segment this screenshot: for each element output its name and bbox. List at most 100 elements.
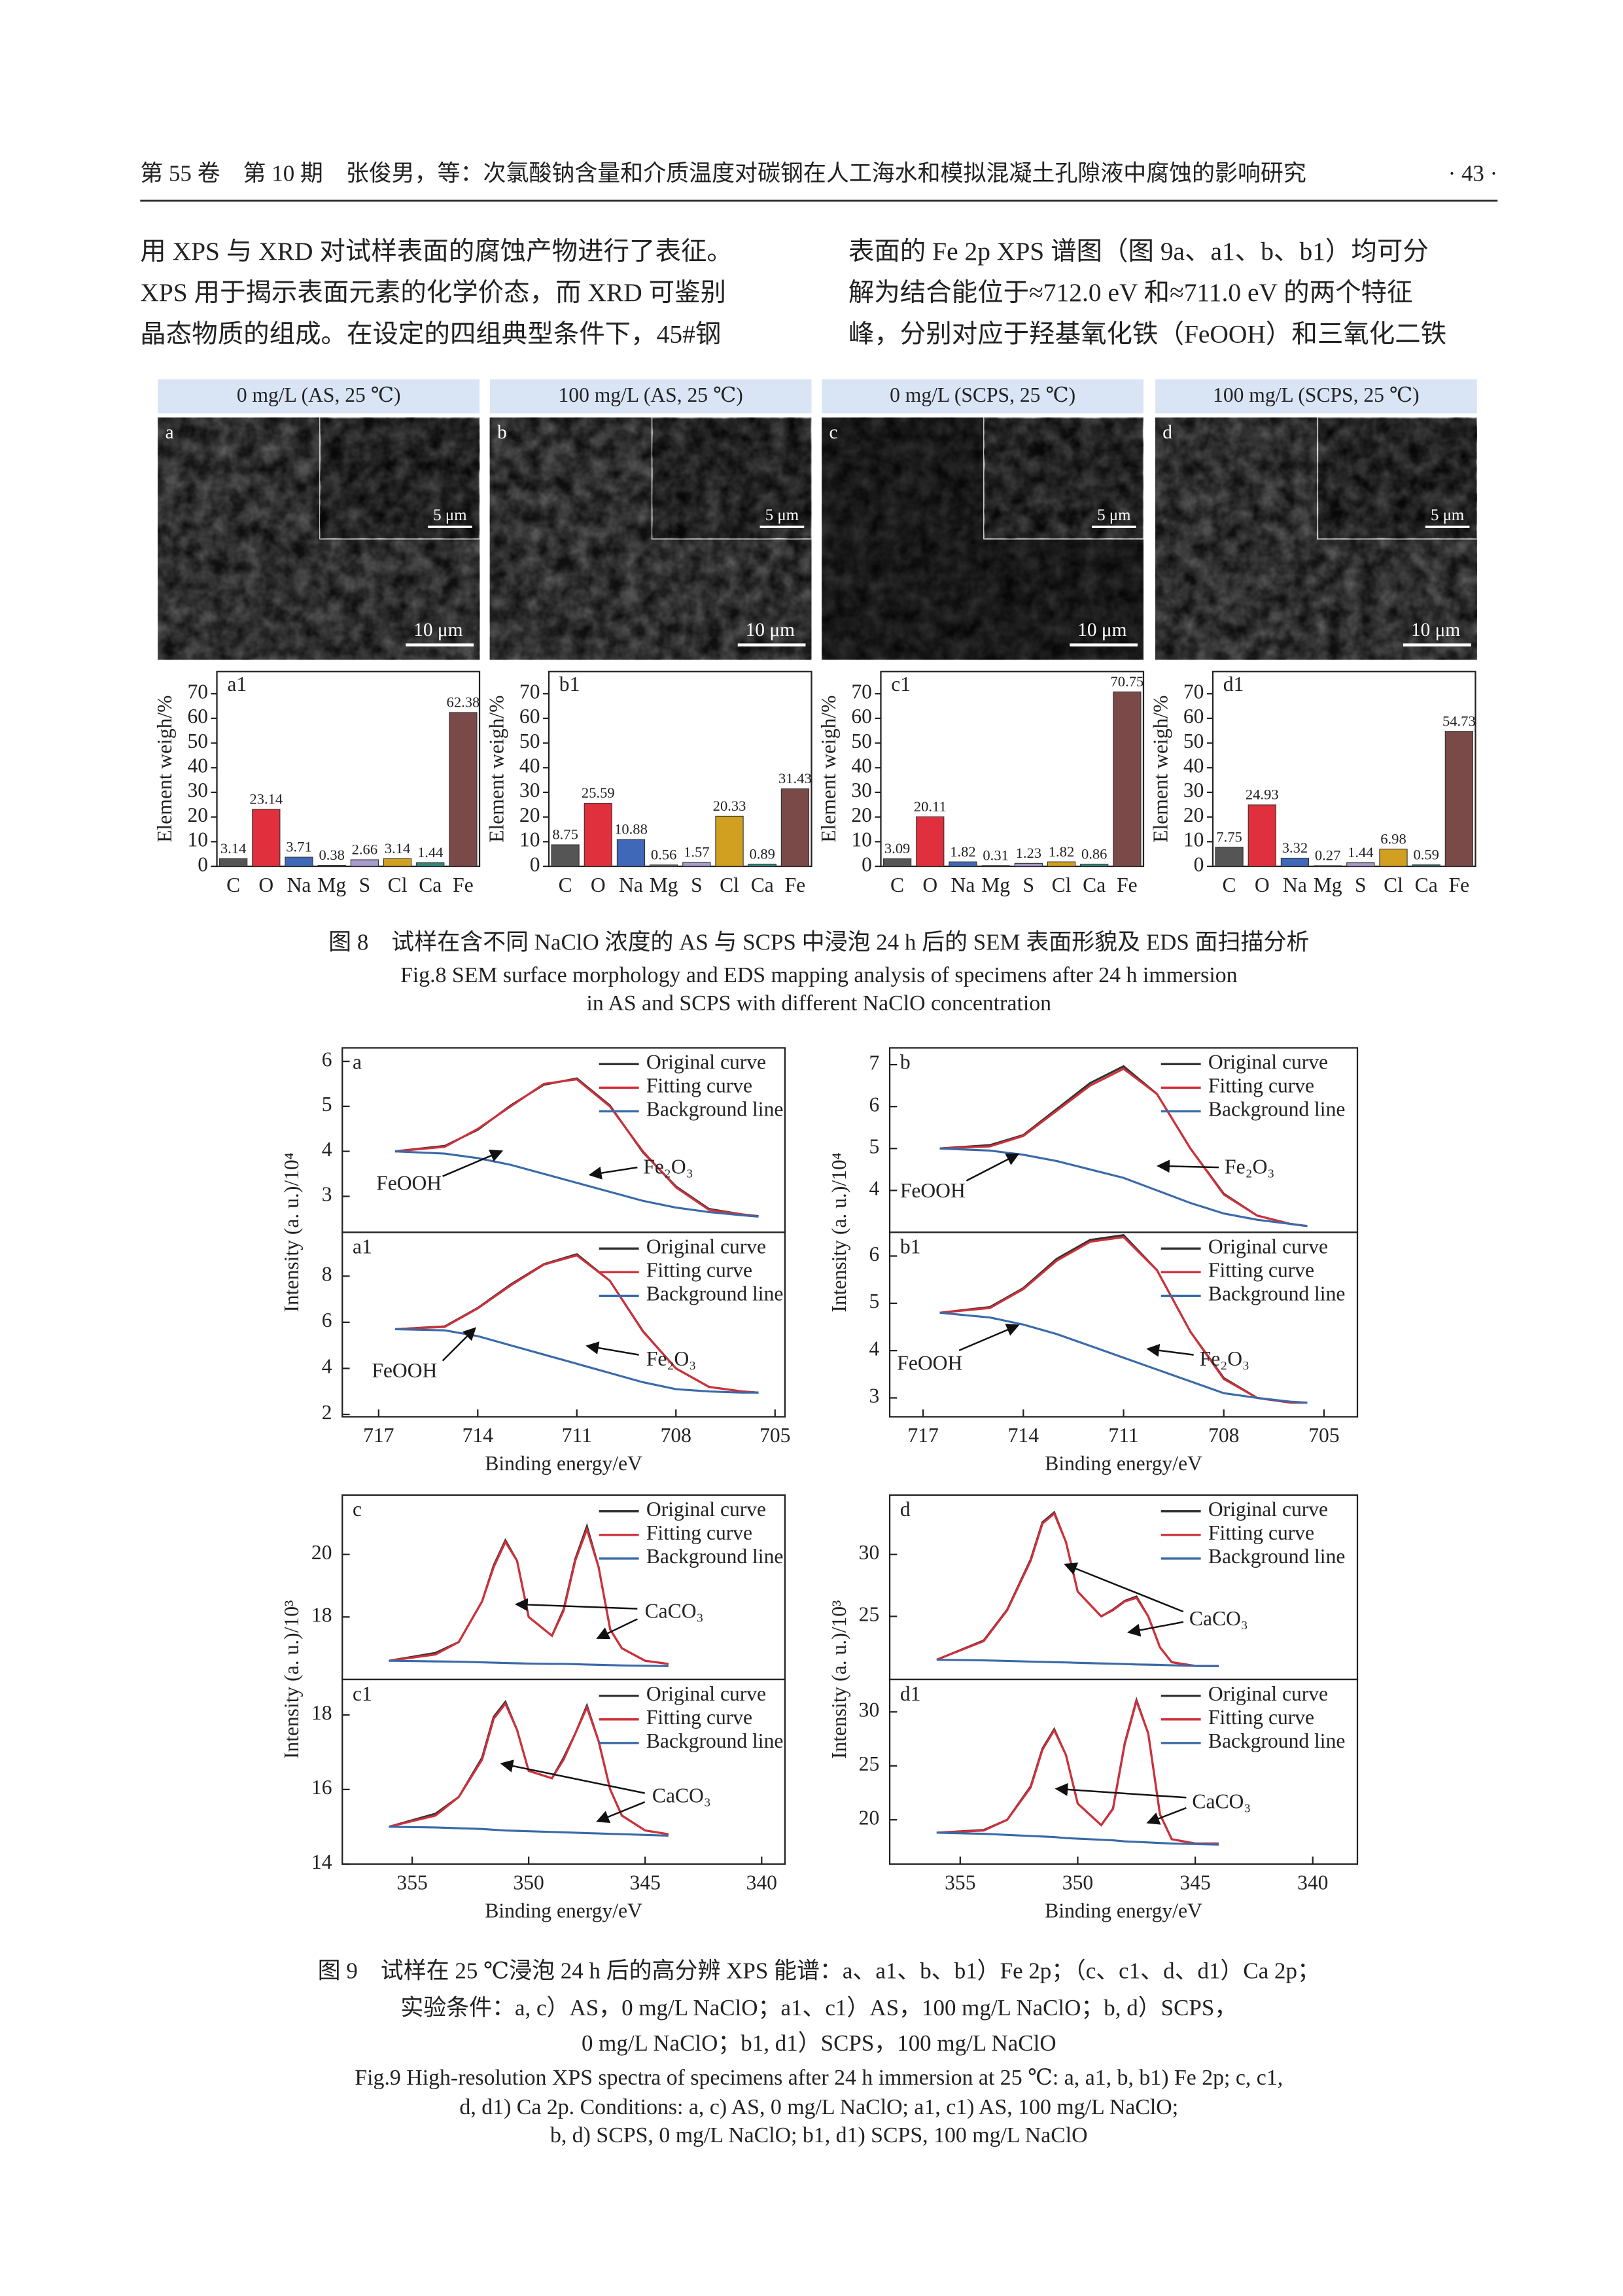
annotation: CaCO₃	[652, 1784, 711, 1807]
legend-label: Fitting curve	[646, 1259, 752, 1282]
y-tick-label: 60	[1183, 705, 1204, 728]
data-label: 0.31	[983, 847, 1008, 863]
legend-label: Background line	[646, 1282, 783, 1305]
sem-inset-texture	[1318, 417, 1477, 539]
data-label: 2.66	[352, 841, 377, 858]
scale-label: 10 μm	[746, 620, 795, 641]
figure-caption: 实验条件：a, c）AS，0 mg/L NaClO；a1、c1）AS，100 m…	[400, 1995, 1237, 2021]
panel-label: b	[900, 1051, 911, 1074]
y-tick-label: 5	[869, 1135, 879, 1157]
y-tick-label: 25	[859, 1603, 880, 1626]
y-tick-label: 10	[187, 828, 208, 851]
y-tick-label: 30	[859, 1699, 880, 1722]
series-line	[936, 1511, 1219, 1667]
legend-label: Fitting curve	[1208, 1706, 1314, 1729]
y-tick-label: 30	[519, 779, 540, 802]
series-line	[389, 1659, 669, 1667]
y-tick-label: 20	[1183, 804, 1204, 826]
scale-label: 10 μm	[1411, 620, 1460, 641]
bar	[949, 861, 977, 867]
x-tick-label: 711	[1108, 1424, 1138, 1447]
running-header: 第 55 卷 第 10 期 张俊男，等：次氯酸钠含量和介质温度对碳钢在人工海水和…	[140, 160, 1306, 186]
legend-label: Fitting curve	[1208, 1259, 1314, 1282]
y-axis-label: Element weigh/%	[1149, 696, 1172, 843]
figure-caption: Fig.8 SEM surface morphology and EDS map…	[400, 963, 1238, 987]
bar	[383, 858, 412, 867]
y-tick-label: 60	[851, 705, 872, 728]
x-tick-label: 340	[1297, 1871, 1328, 1894]
annotation-arrow	[596, 1618, 638, 1640]
plot-frame	[341, 1678, 786, 1865]
annotation-arrow	[596, 1801, 646, 1824]
annotation: Fe₂O₃	[646, 1347, 696, 1370]
x-tick-label: O	[1255, 874, 1270, 896]
x-tick-label: 350	[1062, 1871, 1093, 1894]
y-tick-label: 0	[198, 853, 208, 875]
x-tick-label: Ca	[1415, 874, 1438, 896]
legend-label: Fitting curve	[1208, 1521, 1314, 1544]
x-tick-label: O	[258, 874, 273, 896]
legend-label: Original curve	[646, 1498, 766, 1521]
bar	[219, 858, 248, 867]
y-tick-label: 10	[519, 828, 540, 851]
annotation-arrow	[1064, 1563, 1184, 1613]
panel-label: a	[166, 422, 174, 443]
legend-label: Original curve	[1208, 1051, 1328, 1074]
series-line	[939, 1067, 1308, 1227]
plot-frame	[1212, 671, 1476, 868]
bar	[1280, 857, 1310, 867]
x-tick-label: Na	[1283, 874, 1307, 896]
legend-label: Background line	[1208, 1729, 1345, 1752]
figure-caption: 图 8 试样在含不同 NaClO 浓度的 AS 与 SCPS 中浸泡 24 h …	[328, 930, 1309, 955]
y-tick-label: 18	[311, 1604, 332, 1627]
y-tick-label: 14	[311, 1850, 332, 1873]
y-tick-label: 20	[859, 1806, 880, 1829]
x-tick-label: Fe	[785, 874, 806, 896]
annotation-arrow	[585, 1341, 639, 1356]
annotation: CaCO₃	[1192, 1790, 1251, 1813]
panel-label: d1	[1223, 673, 1244, 696]
x-tick-label: Cl	[1384, 874, 1403, 896]
annotation-arrow	[442, 1150, 504, 1177]
body-line: 峰，分别对应于羟基氧化铁（FeOOH）和三氧化二铁	[848, 319, 1446, 348]
legend-label: Original curve	[1208, 1682, 1328, 1705]
figure-caption: in AS and SCPS with different NaClO conc…	[586, 991, 1051, 1016]
annotation-arrow	[1157, 1159, 1219, 1173]
inset-scale-label: 5 μm	[765, 506, 799, 524]
y-tick-label: 0	[862, 853, 872, 875]
annotation: FeOOH	[372, 1359, 437, 1382]
bar	[780, 788, 810, 867]
y-tick-label: 4	[322, 1138, 332, 1161]
x-axis-label: Binding energy/eV	[1045, 1899, 1202, 1922]
x-tick-label: 717	[907, 1424, 938, 1447]
bar	[416, 862, 445, 867]
panel-label: d1	[900, 1682, 921, 1705]
y-axis-label: Intensity (a. u.)/10⁴	[828, 1152, 850, 1312]
annotation-arrow	[1146, 1343, 1194, 1357]
inset-scale-label: 5 μm	[1097, 506, 1130, 524]
figure-caption: Fig.9 High-resolution XPS spectra of spe…	[355, 2066, 1283, 2090]
y-axis-label: Intensity (a. u.)/10³	[828, 1600, 850, 1759]
scale-label: 10 μm	[1077, 620, 1126, 641]
x-tick-label: C	[559, 874, 572, 896]
x-tick-label: 705	[1308, 1424, 1339, 1447]
bar	[1444, 731, 1474, 867]
data-label: 3.09	[884, 840, 910, 857]
annotation-arrow	[514, 1598, 638, 1612]
y-tick-label: 70	[851, 680, 872, 703]
x-tick-label: Na	[619, 874, 643, 896]
plot-frame	[548, 671, 812, 868]
x-tick-label: Fe	[1117, 874, 1138, 896]
bar	[551, 844, 580, 867]
y-tick-label: 40	[1183, 754, 1204, 777]
x-tick-label: Mg	[981, 874, 1010, 896]
legend-label: Fitting curve	[646, 1074, 752, 1097]
y-tick-label: 50	[187, 730, 208, 752]
data-label: 0.27	[1315, 847, 1340, 864]
x-tick-label: O	[922, 874, 937, 896]
sem-inset-texture	[320, 417, 480, 539]
plot-frame	[888, 1678, 1359, 1865]
bar	[1047, 861, 1076, 867]
data-label: 1.82	[950, 843, 975, 860]
